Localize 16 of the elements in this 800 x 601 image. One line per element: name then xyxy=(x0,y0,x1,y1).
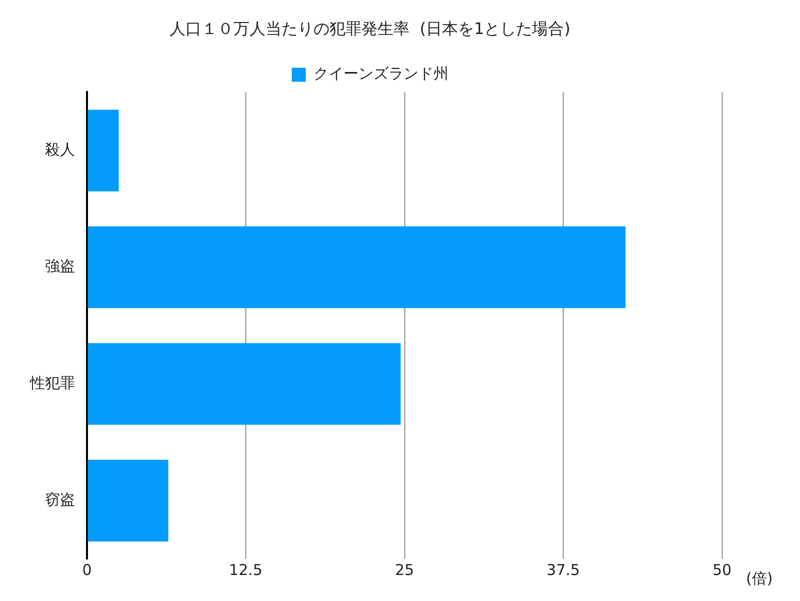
bar xyxy=(88,343,401,425)
bar xyxy=(88,226,626,308)
y-tick-label: 性犯罪 xyxy=(29,374,75,392)
y-tick-label: 殺人 xyxy=(45,140,75,158)
chart-title: 人口１０万人当たりの犯罪発生率 (日本を1とした場合) xyxy=(170,18,570,38)
y-tick-label: 強盗 xyxy=(45,257,75,276)
x-tick-label: 50 xyxy=(712,560,732,579)
x-tick-label: 37.5 xyxy=(546,560,580,579)
bar xyxy=(88,110,119,192)
x-tick-label: 25 xyxy=(394,560,414,579)
x-tick-label: 0 xyxy=(82,560,92,579)
legend-label: クイーンズランド州 xyxy=(313,64,448,83)
x-axis-title: (倍) xyxy=(746,569,773,588)
y-tick-label: 窃盗 xyxy=(45,490,75,509)
bar xyxy=(88,460,168,542)
x-tick-label: 12.5 xyxy=(229,560,262,579)
